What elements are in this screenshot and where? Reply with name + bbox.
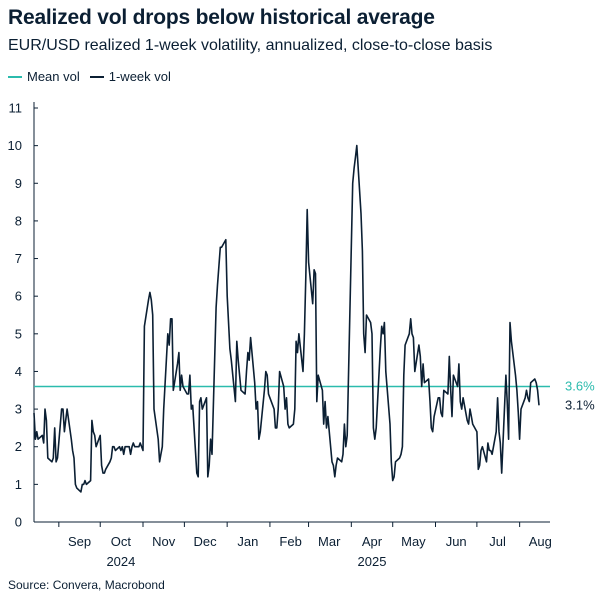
- x-year-label: 2024: [106, 554, 135, 569]
- y-tick-label: 11: [9, 101, 23, 116]
- legend-label-mean: Mean vol: [27, 69, 80, 84]
- chart-title: Realized vol drops below historical aver…: [8, 6, 435, 29]
- end-labels: 3.6% 3.1%: [565, 379, 595, 413]
- chart-legend: Mean vol 1-week vol: [8, 69, 181, 84]
- y-tick-label: 5: [15, 326, 22, 341]
- x-month-label: Dec: [194, 534, 218, 549]
- x-month-label: Jun: [446, 534, 467, 549]
- legend-swatch-mean: [8, 75, 22, 78]
- y-tick-label: 4: [15, 364, 22, 379]
- chart-source: Source: Convera, Macrobond: [8, 578, 165, 592]
- x-month-label: Jul: [489, 534, 506, 549]
- y-tick-label: 9: [15, 176, 22, 191]
- chart-series: [33, 144, 550, 493]
- y-tick-label: 0: [15, 515, 22, 530]
- y-axis: 0 1 2 3 4 5 6 7 8 9 10 11: [8, 101, 38, 530]
- y-tick-label: 7: [15, 251, 22, 266]
- chart-subtitle: EUR/USD realized 1-week volatility, annu…: [8, 37, 493, 54]
- mean-vol-end-label: 3.6%: [565, 379, 595, 394]
- y-tick-label: 6: [15, 289, 22, 304]
- x-month-label: Apr: [362, 534, 383, 549]
- y-tick-label: 10: [8, 138, 22, 153]
- x-month-label: Mar: [318, 534, 341, 549]
- legend-label-vol: 1-week vol: [108, 69, 171, 84]
- x-month-label: Sep: [68, 534, 91, 549]
- x-month-label: May: [401, 534, 426, 549]
- y-tick-label: 3: [15, 402, 22, 417]
- one-week-vol-line: [33, 144, 540, 493]
- y-tick-label: 2: [15, 439, 22, 454]
- legend-item-vol: 1-week vol: [89, 69, 171, 84]
- x-month-label: Oct: [111, 534, 132, 549]
- y-tick-label: 8: [15, 213, 22, 228]
- legend-swatch-vol: [89, 75, 104, 78]
- one-week-vol-end-label: 3.1%: [565, 397, 595, 412]
- x-axis: Sep Oct Nov Dec Jan Feb Mar Apr May Jun Jul Aug 2024…: [34, 521, 552, 569]
- x-month-label: Aug: [529, 534, 552, 549]
- x-year-label: 2025: [358, 554, 387, 569]
- x-month-label: Nov: [152, 534, 176, 549]
- x-month-label: Feb: [279, 534, 301, 549]
- legend-item-mean: Mean vol: [8, 69, 80, 84]
- x-month-label: Jan: [237, 534, 258, 549]
- y-tick-label: 1: [15, 477, 22, 492]
